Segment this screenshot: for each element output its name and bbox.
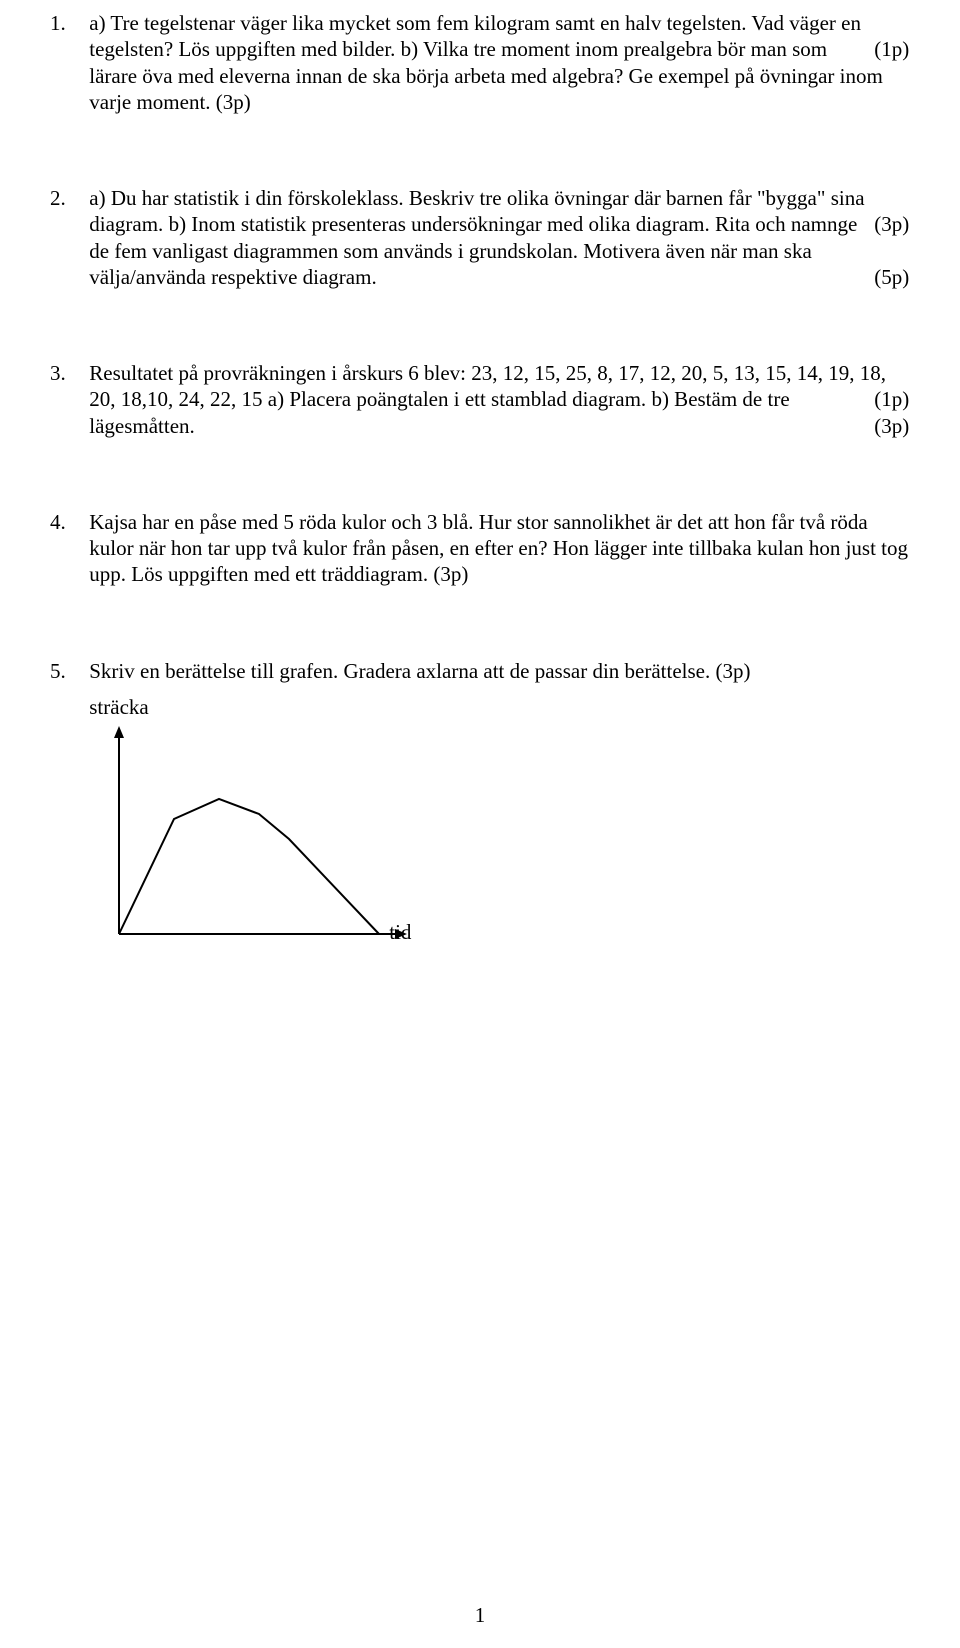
q1-number: 1. bbox=[50, 10, 84, 36]
page-number: 1 bbox=[0, 1602, 960, 1628]
q2-a-points: (3p) bbox=[874, 211, 909, 237]
q2-b-points: (5p) bbox=[874, 264, 909, 290]
q2-b-text: b) Inom statistik presenteras undersökni… bbox=[89, 212, 857, 289]
q2-body: a) Du har statistik i din förskoleklass.… bbox=[89, 185, 909, 290]
question-5: 5. Skriv en berättelse till grafen. Grad… bbox=[50, 658, 910, 961]
q3-part-a: a) Placera poängtalen i ett stamblad dia… bbox=[268, 387, 652, 411]
q4-number: 4. bbox=[50, 509, 84, 535]
q5-line-chart bbox=[89, 724, 409, 954]
q3-a-points: (1p) bbox=[874, 386, 909, 412]
question-1: 1. a) Tre tegelstenar väger lika mycket … bbox=[50, 10, 910, 115]
question-3: 3. Resultatet på provräkningen i årskurs… bbox=[50, 360, 910, 439]
q5-text: Skriv en berättelse till grafen. Gradera… bbox=[89, 659, 750, 683]
question-2: 2. a) Du har statistik i din förskolekla… bbox=[50, 185, 910, 290]
q3-a-text: a) Placera poängtalen i ett stamblad dia… bbox=[268, 387, 646, 411]
q5-x-axis-label: tid bbox=[389, 919, 411, 945]
q1-a-points: (1p) bbox=[874, 36, 909, 62]
q5-body: Skriv en berättelse till grafen. Gradera… bbox=[89, 658, 909, 961]
q2-part-b: b) Inom statistik presenteras undersökni… bbox=[89, 212, 857, 289]
q5-y-axis-label: sträcka bbox=[89, 694, 909, 720]
page: 1. a) Tre tegelstenar väger lika mycket … bbox=[0, 0, 960, 1648]
q4-body: Kajsa har en påse med 5 röda kulor och 3… bbox=[89, 509, 909, 588]
q5-chart-area: sträcka tid bbox=[89, 694, 909, 961]
q5-chart-container: tid bbox=[89, 724, 909, 960]
question-4: 4. Kajsa har en påse med 5 röda kulor oc… bbox=[50, 509, 910, 588]
q3-body: Resultatet på provräkningen i årskurs 6 … bbox=[89, 360, 909, 439]
q3-number: 3. bbox=[50, 360, 84, 386]
q3-b-points: (3p) bbox=[874, 413, 909, 439]
q5-number: 5. bbox=[50, 658, 84, 684]
q4-text: Kajsa har en påse med 5 röda kulor och 3… bbox=[89, 510, 908, 587]
q1-body: a) Tre tegelstenar väger lika mycket som… bbox=[89, 10, 909, 115]
q2-number: 2. bbox=[50, 185, 84, 211]
